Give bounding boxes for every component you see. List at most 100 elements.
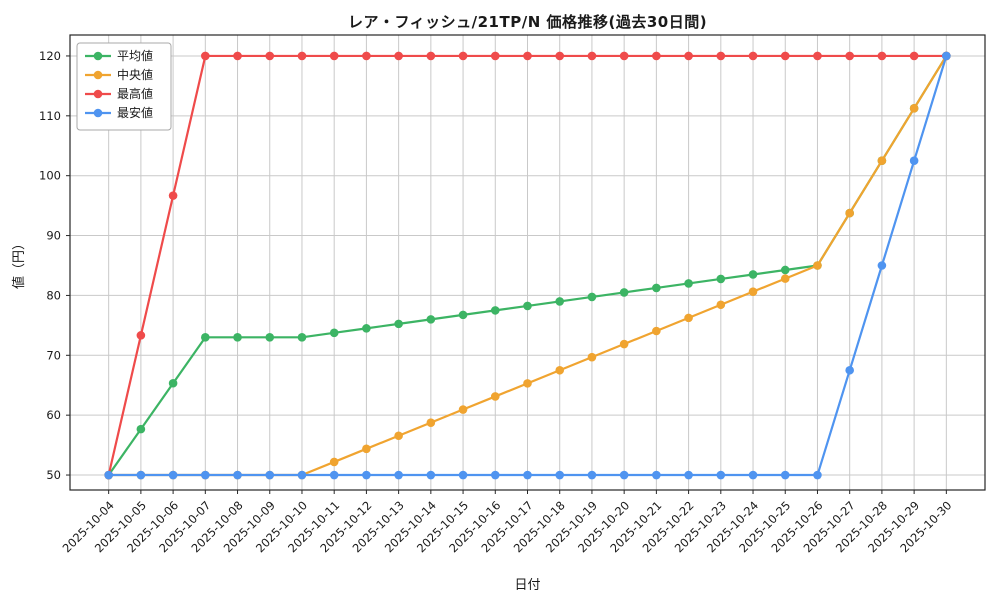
series-marker [523, 379, 532, 388]
series-marker [297, 470, 307, 480]
legend-label: 平均値 [117, 48, 153, 63]
series-marker [265, 51, 275, 61]
series-marker [748, 470, 758, 480]
series-marker [523, 470, 532, 480]
y-tick-label: 70 [46, 348, 61, 362]
series-marker [619, 339, 629, 349]
series-marker [426, 470, 436, 480]
series-marker [813, 261, 822, 270]
series-marker [136, 470, 146, 480]
series-marker [909, 156, 919, 166]
legend-label: 最安値 [117, 105, 153, 120]
series-marker [587, 51, 597, 61]
series-marker [619, 288, 629, 297]
series-marker [555, 365, 565, 375]
series-marker [136, 331, 146, 340]
series-marker [490, 392, 500, 401]
series-marker [458, 51, 468, 61]
y-tick-label: 120 [39, 49, 61, 63]
series-marker [458, 310, 468, 320]
series-marker [555, 297, 565, 306]
series-marker [201, 470, 210, 480]
series-marker [329, 457, 339, 467]
y-tick-label: 50 [46, 468, 61, 482]
y-tick-label: 100 [39, 169, 61, 183]
series-marker [748, 51, 758, 61]
series-marker [619, 51, 629, 61]
series-marker [233, 470, 242, 480]
series-marker [362, 51, 371, 61]
series-marker [136, 424, 146, 434]
series-marker [748, 287, 758, 296]
series-marker [909, 104, 919, 113]
series-marker [362, 444, 371, 454]
series-marker [780, 274, 790, 283]
series-marker [845, 208, 854, 218]
series-marker [845, 365, 854, 375]
y-tick-label: 90 [46, 229, 61, 243]
legend-marker [93, 51, 103, 61]
series-marker [297, 51, 307, 61]
chart-title: レア・フィッシュ/21TP/N 価格推移(過去30日間) [347, 13, 708, 31]
series-marker [265, 333, 275, 342]
series-marker [877, 51, 887, 61]
series-marker [168, 378, 178, 388]
series-marker [426, 51, 436, 61]
series-marker [523, 301, 532, 311]
series-marker [329, 470, 339, 480]
series-marker [362, 470, 371, 480]
series-marker [813, 470, 822, 480]
series-marker [716, 300, 726, 310]
series-marker [394, 470, 403, 480]
series-marker [716, 274, 726, 284]
series-marker [619, 470, 629, 480]
series-marker [490, 51, 500, 61]
x-axis-label: 日付 [514, 578, 541, 593]
series-marker [716, 470, 726, 480]
plot-border [69, 34, 986, 491]
series-marker [458, 470, 468, 480]
series-marker [909, 51, 919, 61]
series-marker [716, 51, 726, 61]
series-marker [201, 333, 210, 342]
series-marker [104, 470, 113, 480]
series-marker [394, 51, 403, 61]
series-marker [394, 319, 403, 329]
series-marker [652, 283, 661, 293]
series-marker [329, 328, 339, 338]
series-marker [587, 292, 597, 302]
series-marker [877, 261, 887, 270]
series-marker [168, 470, 178, 480]
series-marker [684, 470, 693, 480]
series-marker [362, 324, 371, 333]
series-marker [684, 313, 693, 323]
series-marker [942, 51, 951, 61]
y-tick-label: 60 [46, 408, 61, 422]
series-marker [555, 470, 565, 480]
series-marker [652, 51, 661, 61]
series-marker [652, 326, 661, 336]
series-marker [233, 51, 242, 61]
series-marker [780, 265, 790, 275]
series-marker [813, 51, 822, 61]
series-marker [780, 470, 790, 480]
series-marker [394, 431, 403, 441]
series-marker [684, 51, 693, 61]
series-marker [168, 191, 178, 200]
series-marker [587, 470, 597, 480]
y-tick-label: 80 [46, 288, 61, 302]
series-marker [652, 470, 661, 480]
legend-box [76, 42, 172, 131]
legend-marker [93, 89, 103, 99]
series-marker [426, 315, 436, 324]
series-marker [748, 270, 758, 279]
series-marker [201, 51, 210, 61]
series-marker [555, 51, 565, 61]
legend-label: 中央値 [117, 67, 153, 82]
series-marker [587, 352, 597, 362]
series-marker [233, 333, 242, 342]
series-marker [877, 156, 887, 166]
series-marker [458, 405, 468, 414]
